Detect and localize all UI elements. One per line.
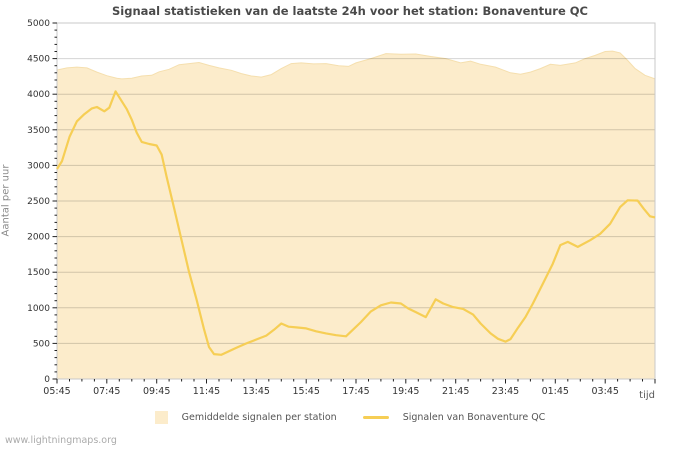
svg-text:21:45: 21:45 [442,386,469,397]
area-series-swatch-icon [154,411,168,424]
svg-text:07:45: 07:45 [93,386,120,397]
watermark: www.lightningmaps.org [5,435,117,446]
svg-text:3500: 3500 [27,126,50,136]
svg-text:1000: 1000 [27,304,50,314]
svg-text:13:45: 13:45 [243,386,270,397]
svg-text:23:45: 23:45 [492,386,519,397]
svg-text:4000: 4000 [27,90,50,100]
svg-text:500: 500 [33,339,50,349]
svg-text:05:45: 05:45 [43,386,70,397]
chart-title: Signaal statistieken van de laatste 24h … [111,4,588,18]
x-axis-label: tijd [639,390,655,401]
svg-text:09:45: 09:45 [143,386,170,397]
svg-text:03:45: 03:45 [592,386,619,397]
chart-legend: Gemiddelde signalen per station Signalen… [0,411,700,424]
svg-text:4500: 4500 [27,55,50,65]
svg-text:17:45: 17:45 [342,386,369,397]
svg-text:0: 0 [44,375,50,385]
legend-label-station: Signalen van Bonaventure QC [402,412,546,423]
svg-text:19:45: 19:45 [392,386,419,397]
svg-text:2000: 2000 [27,233,50,243]
svg-text:1500: 1500 [27,268,50,278]
legend-label-average: Gemiddelde signalen per station [181,412,337,423]
legend-item-average: Gemiddelde signalen per station [154,411,337,424]
svg-text:5000: 5000 [27,19,50,29]
line-series-swatch-icon [362,416,389,419]
legend-item-station: Signalen van Bonaventure QC [362,412,546,423]
svg-text:3000: 3000 [27,161,50,171]
svg-text:2500: 2500 [27,197,50,207]
svg-text:15:45: 15:45 [293,386,320,397]
svg-text:11:45: 11:45 [193,386,220,397]
svg-text:01:45: 01:45 [542,386,569,397]
